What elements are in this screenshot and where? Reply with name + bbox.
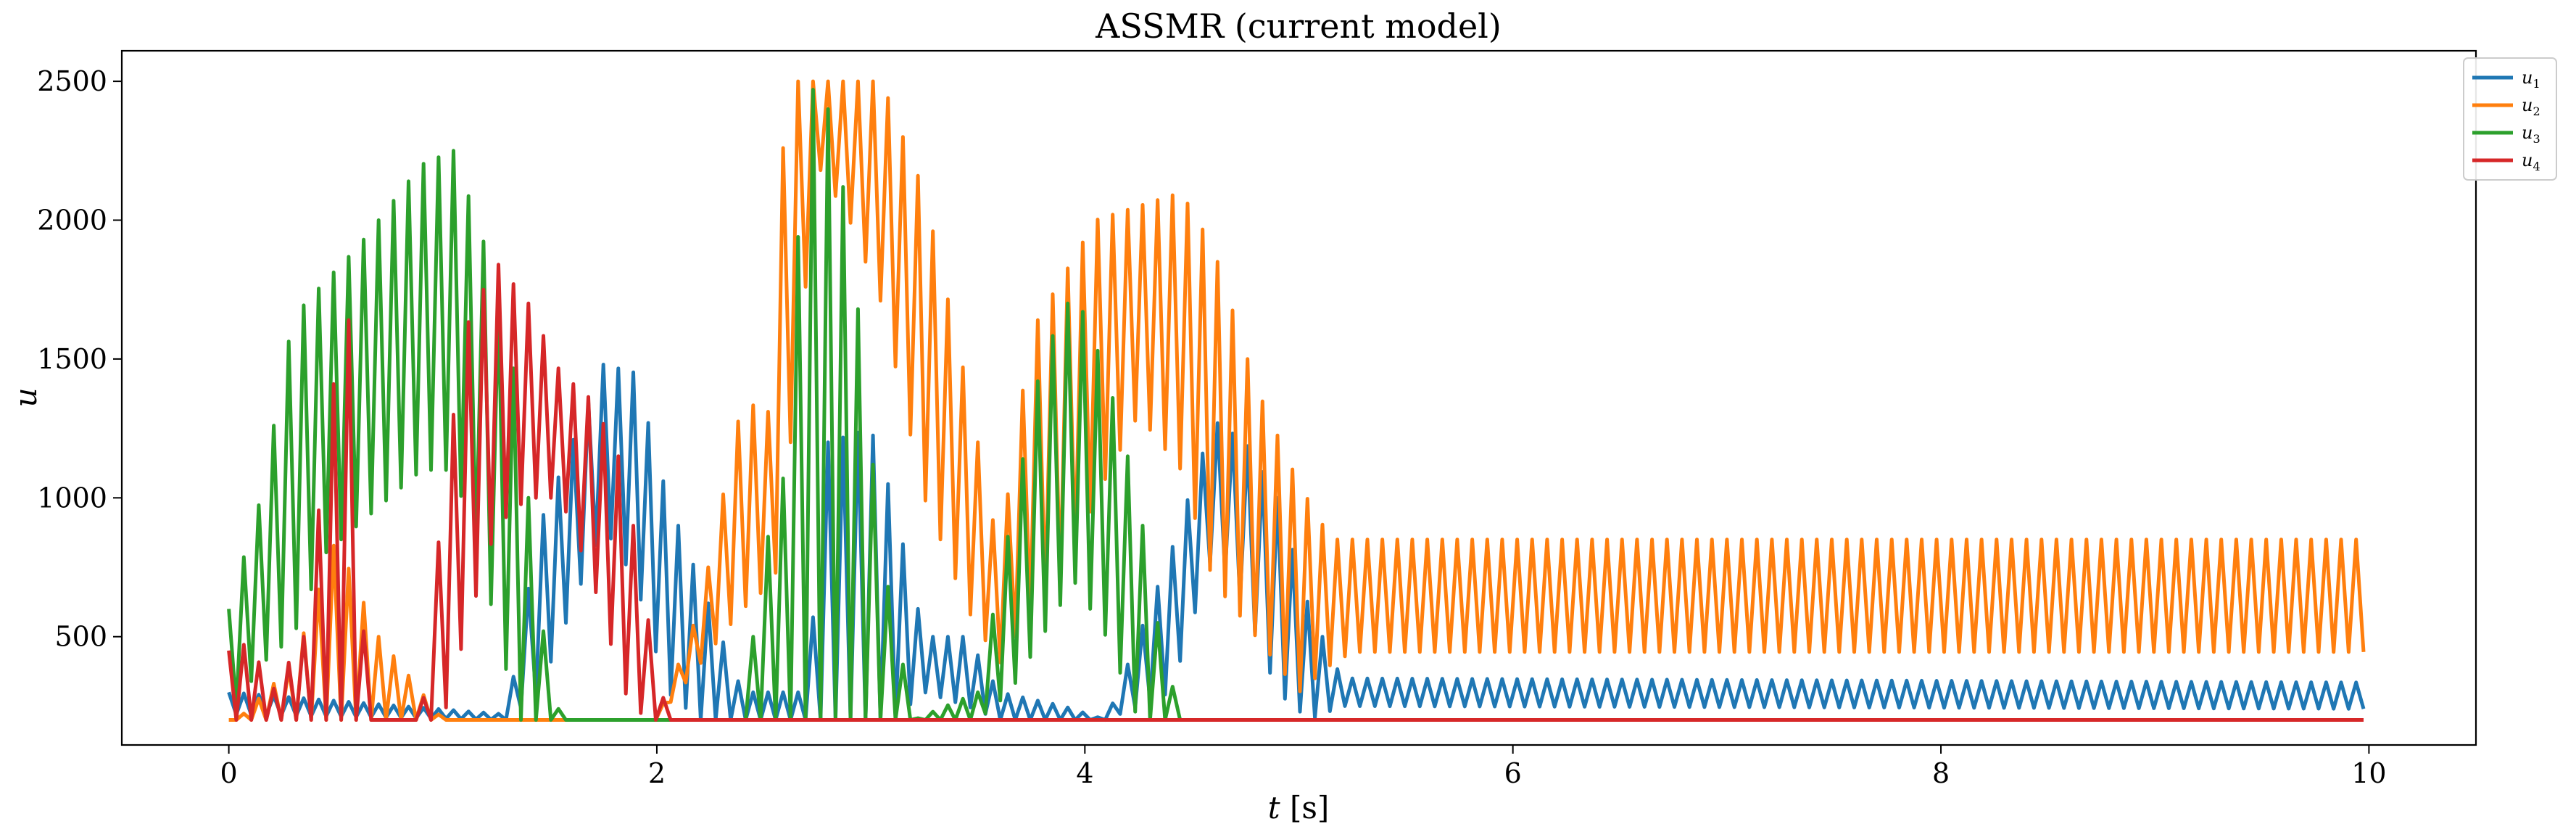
x-tick-label: 8: [1932, 757, 1950, 789]
legend-label-u1: u1: [2522, 67, 2540, 91]
axes-frame: [120, 49, 2477, 746]
y-tick-label: 2000: [37, 205, 107, 236]
x-tick-label: 2: [648, 757, 666, 789]
x-tick-label: 4: [1076, 757, 1093, 789]
legend-label-u3: u3: [2522, 123, 2540, 146]
ticks-layer: 0 2 4 6 8 10 500 1000 1500 2000 2500: [37, 65, 2386, 789]
y-tick-label: 1500: [37, 343, 107, 375]
legend-label-u4: u4: [2522, 150, 2540, 173]
legend-box: [2463, 57, 2557, 181]
x-tick-label: 0: [220, 757, 237, 789]
series-layer: [227, 79, 2366, 722]
x-tick-label: 6: [1504, 757, 1522, 789]
x-tick-label: 10: [2351, 757, 2386, 789]
legend-label-u2: u2: [2522, 95, 2540, 118]
y-tick-label: 2500: [37, 65, 107, 97]
x-axis-label: t [s]: [1268, 790, 1330, 825]
y-tick-label: 1000: [37, 482, 107, 514]
series-line-u4: [227, 263, 2364, 722]
y-tick-label: 500: [54, 621, 107, 653]
chart-title: ASSMR (current model): [1095, 7, 1502, 46]
y-axis-label: u: [8, 387, 44, 407]
legend: u1 u2 u3 u4: [2463, 57, 2557, 181]
